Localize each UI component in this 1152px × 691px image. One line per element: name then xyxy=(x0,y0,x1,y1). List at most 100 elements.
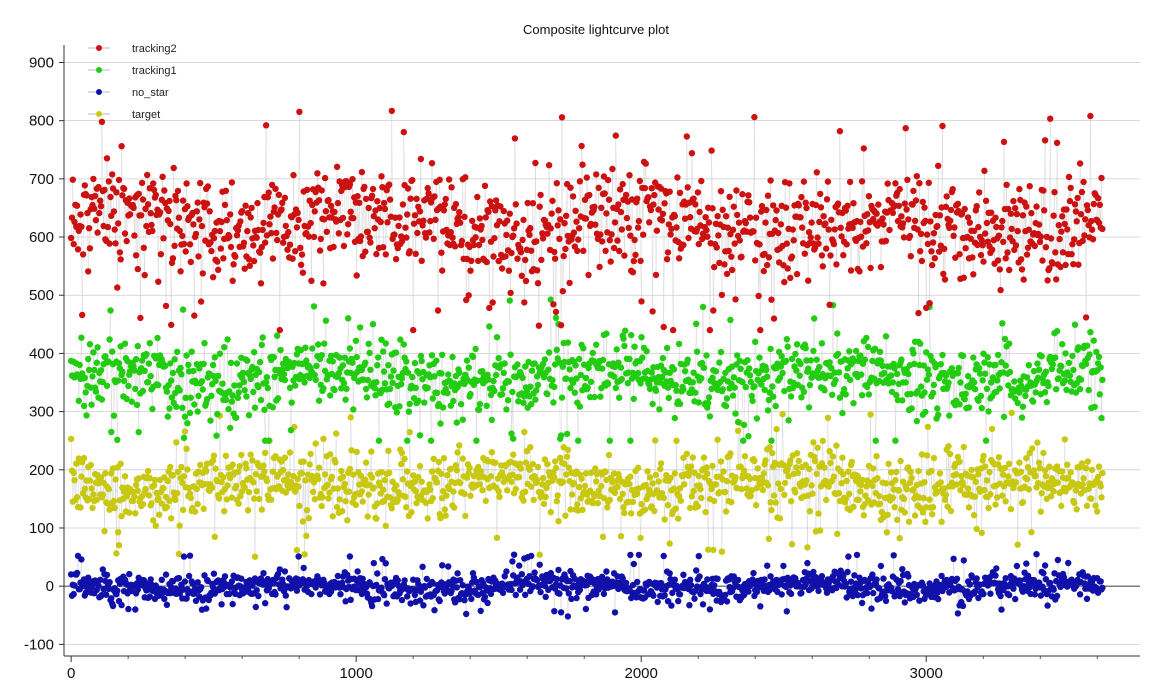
data-point-tracking2 xyxy=(880,221,887,228)
data-point-tracking1 xyxy=(465,364,472,371)
data-point-tracking2 xyxy=(713,244,720,251)
data-point-target xyxy=(429,495,436,502)
data-point-tracking2 xyxy=(150,180,157,187)
data-point-tracking1 xyxy=(626,355,633,363)
data-point-tracking1 xyxy=(261,406,268,413)
data-point-target xyxy=(753,484,761,492)
data-point-tracking2 xyxy=(79,311,86,319)
data-point-tracking1 xyxy=(937,361,944,368)
data-point-tracking2 xyxy=(78,223,85,230)
data-point-tracking1 xyxy=(259,334,266,341)
data-point-tracking2 xyxy=(850,200,857,207)
data-point-target xyxy=(922,518,929,525)
data-point-tracking2 xyxy=(709,205,716,212)
data-point-tracking1 xyxy=(292,382,299,389)
data-point-target xyxy=(303,507,311,514)
data-point-target xyxy=(1079,481,1086,488)
data-point-tracking2 xyxy=(1020,276,1027,283)
data-point-tracking2 xyxy=(380,199,388,207)
data-point-tracking2 xyxy=(216,228,224,235)
data-point-tracking2 xyxy=(289,255,296,262)
data-point-tracking2 xyxy=(692,201,699,208)
data-point-tracking2 xyxy=(354,193,361,200)
data-point-tracking2 xyxy=(537,191,544,199)
data-point-tracking2 xyxy=(79,251,87,258)
data-point-tracking2 xyxy=(1094,195,1102,202)
data-point-no_star xyxy=(114,587,121,594)
data-point-tracking2 xyxy=(186,241,194,248)
data-point-tracking2 xyxy=(211,227,218,235)
data-point-tracking2 xyxy=(988,246,996,253)
data-point-target xyxy=(817,527,824,534)
data-point-tracking2 xyxy=(161,187,168,194)
data-point-tracking1 xyxy=(852,347,860,355)
data-point-tracking1 xyxy=(510,435,517,442)
data-point-target xyxy=(815,510,822,517)
data-point-tracking2 xyxy=(640,231,647,238)
data-point-no_star xyxy=(844,568,851,576)
data-point-tracking2 xyxy=(596,263,603,271)
data-point-tracking2 xyxy=(278,206,285,213)
data-point-target xyxy=(1061,436,1069,443)
data-point-no_star xyxy=(529,583,537,590)
data-point-target xyxy=(1019,498,1027,506)
data-point-tracking1 xyxy=(315,397,323,404)
data-point-tracking1 xyxy=(573,375,580,382)
data-point-tracking2 xyxy=(1028,209,1035,217)
data-point-target xyxy=(373,515,380,522)
data-point-tracking2 xyxy=(1061,220,1069,228)
data-point-tracking2 xyxy=(979,242,986,249)
data-point-no_star xyxy=(411,591,419,599)
data-point-no_star xyxy=(270,579,277,587)
data-point-tracking1 xyxy=(374,354,382,361)
data-point-tracking2 xyxy=(490,253,497,260)
data-point-target xyxy=(985,504,992,512)
data-point-tracking2 xyxy=(226,233,233,241)
data-point-tracking2 xyxy=(280,239,287,246)
data-point-tracking2 xyxy=(147,210,154,217)
data-point-no_star xyxy=(1097,578,1104,585)
data-point-tracking2 xyxy=(377,218,384,226)
data-point-tracking2 xyxy=(616,247,623,255)
data-point-no_star xyxy=(534,576,541,584)
data-point-tracking1 xyxy=(876,348,884,355)
data-point-tracking1 xyxy=(865,391,873,398)
data-point-tracking2 xyxy=(357,233,365,240)
data-point-tracking1 xyxy=(977,392,985,400)
data-point-tracking1 xyxy=(312,376,319,383)
data-point-tracking2 xyxy=(1082,314,1090,321)
data-point-tracking2 xyxy=(826,301,833,308)
data-point-target xyxy=(563,453,571,460)
data-point-no_star xyxy=(1081,580,1088,587)
data-point-no_star xyxy=(787,590,795,597)
data-point-no_star xyxy=(203,605,210,612)
data-point-target xyxy=(99,491,107,498)
data-point-target xyxy=(900,495,908,502)
data-point-target xyxy=(1038,490,1045,497)
data-point-no_star xyxy=(868,605,875,612)
data-point-tracking1 xyxy=(673,387,680,394)
data-point-tracking2 xyxy=(825,226,832,233)
data-point-target xyxy=(1064,461,1071,468)
data-point-no_star xyxy=(252,603,259,611)
data-point-tracking2 xyxy=(1058,228,1065,235)
data-point-no_star xyxy=(181,578,189,585)
data-point-tracking1 xyxy=(519,374,526,381)
data-point-tracking2 xyxy=(118,143,125,150)
data-point-tracking2 xyxy=(214,258,221,265)
data-point-no_star xyxy=(960,557,967,564)
data-point-tracking1 xyxy=(1017,377,1024,384)
data-point-tracking2 xyxy=(191,312,198,319)
data-point-tracking1 xyxy=(930,381,938,389)
data-point-tracking2 xyxy=(615,201,622,208)
data-point-target xyxy=(781,491,788,499)
data-point-no_star xyxy=(158,576,165,583)
data-point-tracking1 xyxy=(813,356,820,363)
data-point-tracking1 xyxy=(124,358,131,365)
data-point-tracking2 xyxy=(817,190,824,198)
data-point-tracking1 xyxy=(1035,366,1043,373)
data-point-target xyxy=(80,454,88,462)
data-point-no_star xyxy=(71,582,78,589)
data-point-no_star xyxy=(664,598,672,605)
data-point-tracking1 xyxy=(889,379,897,386)
